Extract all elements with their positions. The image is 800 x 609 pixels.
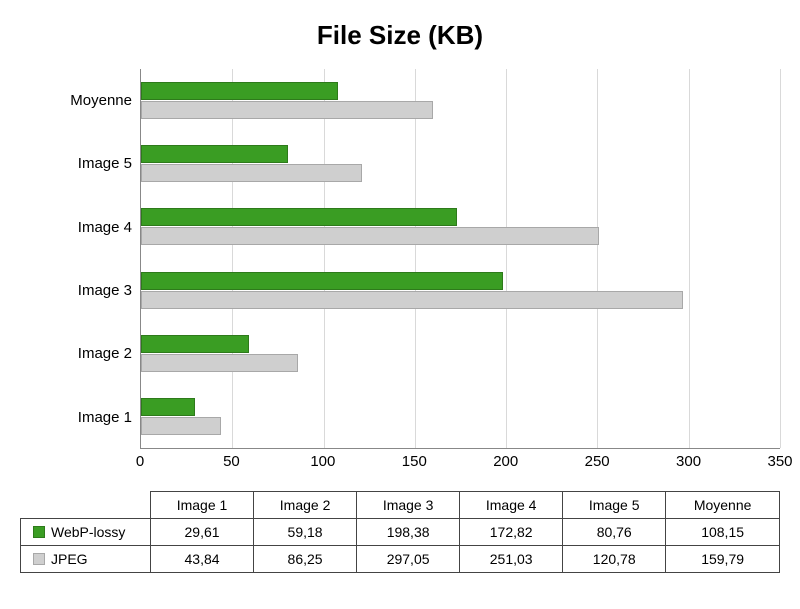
x-axis-tick: 250 [585,453,610,470]
bar [141,272,503,290]
plot [140,69,780,449]
x-axis-tick: 150 [402,453,427,470]
bar [141,335,249,353]
bar-group [141,208,780,245]
table-cell: 198,38 [357,519,460,546]
data-table: Image 1Image 2Image 3Image 4Image 5Moyen… [20,491,780,573]
table-blank-header [21,492,151,519]
x-axis-tick: 200 [493,453,518,470]
bar-group [141,335,780,372]
gridline [780,69,781,448]
bar [141,208,457,226]
bar [141,145,288,163]
x-axis-tick: 100 [310,453,335,470]
x-axis-tick: 50 [223,453,240,470]
y-axis-label: Image 4 [20,219,140,236]
y-axis-label: Image 3 [20,282,140,299]
table-row: WebP-lossy 29,6159,18198,38172,8280,76108… [21,519,780,546]
table-column-header: Image 5 [563,492,666,519]
x-axis-ticks: 050100150200250300350 [140,453,780,473]
series-name: JPEG [51,551,88,567]
legend-swatch [33,553,45,565]
bar [141,354,298,372]
bar-group [141,398,780,435]
table-column-header: Image 1 [151,492,254,519]
bar [141,82,338,100]
table-cell: 59,18 [254,519,357,546]
series-name: WebP-lossy [51,524,125,540]
table-column-header: Moyenne [666,492,780,519]
bars-layer [141,69,780,448]
bar [141,164,362,182]
table-cell: 80,76 [563,519,666,546]
bar [141,227,599,245]
x-axis-tick: 300 [676,453,701,470]
bar [141,101,433,119]
x-axis-tick: 0 [136,453,144,470]
table-cell: 251,03 [460,546,563,573]
y-axis-label: Image 1 [20,409,140,426]
file-size-chart: File Size (KB) MoyenneImage 5Image 4Imag… [20,20,780,573]
y-axis-label: Image 2 [20,345,140,362]
table-cell: 43,84 [151,546,254,573]
bar-group [141,145,780,182]
x-axis-tick: 350 [767,453,792,470]
legend-swatch [33,526,45,538]
series-label-cell: WebP-lossy [21,519,151,546]
table-cell: 86,25 [254,546,357,573]
plot-area: Moyenne Image 5 Image 4 Image 3 Image 2 Image… [20,69,780,449]
table-cell: 120,78 [563,546,666,573]
x-axis: 050100150200250300350 [20,453,780,473]
table-cell: 297,05 [357,546,460,573]
y-axis-label: Moyenne [20,92,140,109]
table-cell: 159,79 [666,546,780,573]
table-column-header: Image 3 [357,492,460,519]
y-axis-labels: Moyenne Image 5 Image 4 Image 3 Image 2 Image… [20,69,140,449]
table-cell: 172,82 [460,519,563,546]
table-row: JPEG 43,8486,25297,05251,03120,78159,79 [21,546,780,573]
table-column-header: Image 4 [460,492,563,519]
series-label-cell: JPEG [21,546,151,573]
chart-title: File Size (KB) [20,20,780,51]
bar-group [141,272,780,309]
bar [141,417,221,435]
bar [141,398,195,416]
table-column-header: Image 2 [254,492,357,519]
bar [141,291,683,309]
table-header-row: Image 1Image 2Image 3Image 4Image 5Moyen… [21,492,780,519]
table-cell: 29,61 [151,519,254,546]
table-cell: 108,15 [666,519,780,546]
bar-group [141,82,780,119]
y-axis-label: Image 5 [20,155,140,172]
table-body: WebP-lossy 29,6159,18198,38172,8280,76108… [21,519,780,573]
